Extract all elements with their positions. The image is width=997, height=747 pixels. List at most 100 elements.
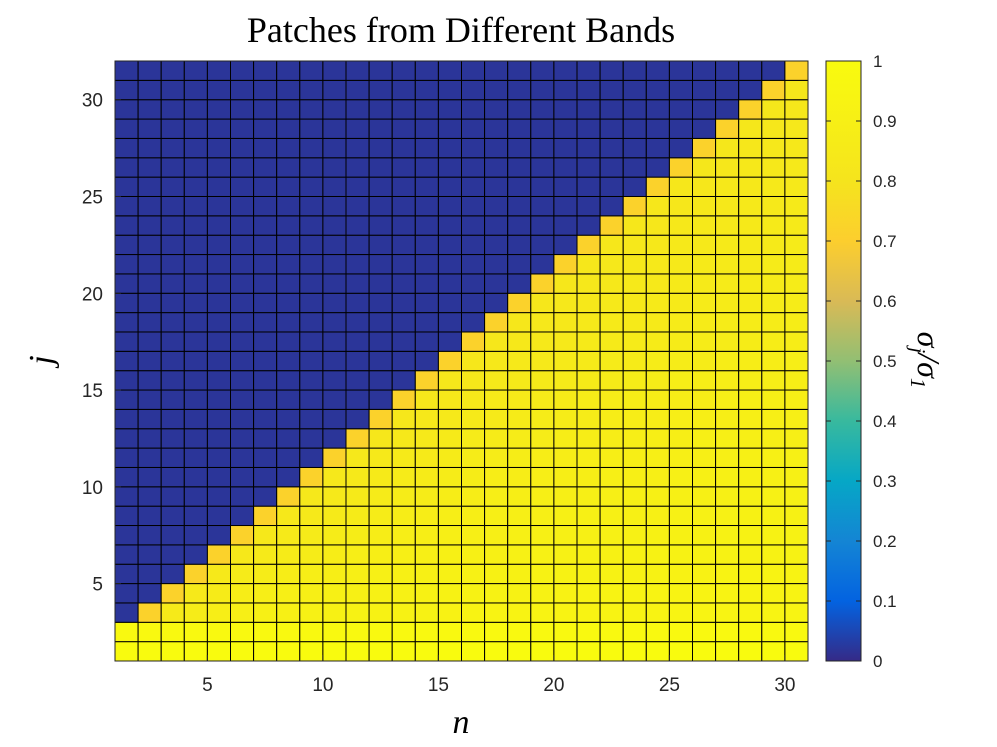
heatmap-cell: [692, 544, 717, 565]
heatmap-cell: [645, 118, 670, 139]
heatmap-cell: [368, 60, 393, 81]
heatmap-cell: [461, 292, 486, 314]
heatmap-cell: [206, 447, 231, 468]
heatmap-cell: [507, 157, 532, 178]
heatmap-cell: [253, 312, 278, 333]
heatmap-cell: [668, 370, 694, 391]
heatmap-cell: [784, 602, 809, 623]
heatmap-cell: [253, 234, 278, 256]
heatmap-cell: [645, 234, 670, 256]
heatmap-cell: [230, 215, 255, 236]
heatmap-cell: [784, 466, 809, 488]
heatmap-cell: [299, 563, 324, 585]
heatmap-cell: [345, 60, 370, 81]
heatmap-cell: [230, 370, 255, 391]
plot-area-frame: [114, 60, 809, 662]
heatmap-cell: [114, 60, 139, 81]
heatmap-cell: [738, 428, 763, 449]
heatmap-cell: [114, 215, 139, 236]
heatmap-cell: [368, 505, 393, 527]
heatmap-cell: [692, 370, 717, 391]
heatmap-cell: [645, 157, 670, 178]
heatmap-cell: [530, 176, 555, 197]
heatmap-cell: [437, 157, 462, 178]
heatmap-cell: [530, 273, 555, 294]
heatmap-cell: [183, 79, 208, 101]
heatmap-cell: [137, 273, 162, 294]
heatmap-cell: [622, 641, 647, 662]
heatmap-cell: [391, 350, 416, 372]
heatmap-cell: [160, 505, 185, 527]
heatmap-cell: [715, 447, 740, 468]
heatmap-cell: [692, 447, 717, 468]
heatmap-cell: [414, 176, 439, 197]
heatmap-cell: [784, 389, 809, 410]
heatmap-cell: [276, 118, 301, 139]
heatmap-cell: [622, 312, 647, 333]
heatmap-cell: [738, 621, 763, 643]
heatmap-cell: [299, 428, 324, 449]
heatmap-cell: [761, 312, 786, 333]
heatmap-cell: [276, 99, 301, 120]
heatmap-cell: [114, 525, 139, 546]
heatmap-cell: [461, 118, 486, 139]
heatmap-cell: [414, 525, 439, 546]
heatmap-cell: [160, 331, 185, 352]
heatmap-cell: [345, 389, 370, 410]
heatmap-cell: [114, 408, 139, 430]
heatmap-cell: [530, 292, 555, 314]
heatmap-cell: [253, 408, 278, 430]
heatmap-cell: [299, 370, 324, 391]
heatmap-cell: [276, 486, 301, 507]
heatmap-cell: [761, 292, 786, 314]
heatmap-cell: [345, 195, 370, 217]
heatmap-cell: [253, 292, 278, 314]
heatmap-cell: [137, 370, 162, 391]
y-axis-label: j: [23, 355, 60, 368]
heatmap-cell: [276, 563, 301, 585]
heatmap-cell: [461, 60, 486, 81]
heatmap-cell: [622, 486, 647, 507]
heatmap-cell: [645, 331, 670, 352]
heatmap-cell: [391, 641, 416, 662]
heatmap-cell: [507, 60, 532, 81]
heatmap-cell: [299, 195, 324, 217]
heatmap-cell: [668, 312, 694, 333]
heatmap-cell: [183, 157, 208, 178]
heatmap-cell: [530, 254, 555, 275]
heatmap-cell: [738, 292, 763, 314]
heatmap-cell: [715, 505, 740, 527]
heatmap-cell: [622, 389, 647, 410]
heatmap-cell: [253, 157, 278, 178]
heatmap-cell: [299, 292, 324, 314]
heatmap-cell: [461, 525, 486, 546]
heatmap-cell: [183, 370, 208, 391]
heatmap-cell: [114, 273, 139, 294]
heatmap-cell: [368, 389, 393, 410]
heatmap-cell: [160, 215, 185, 236]
heatmap-cell: [668, 176, 694, 197]
heatmap-cell: [345, 292, 370, 314]
heatmap-cell: [253, 331, 278, 352]
heatmap-cell: [345, 466, 370, 488]
heatmap-cell: [461, 466, 486, 488]
heatmap-cell: [299, 157, 324, 178]
heatmap-cell: [530, 428, 555, 449]
heatmap-cell: [599, 60, 624, 81]
heatmap-cell: [761, 99, 786, 120]
heatmap-cell: [322, 641, 347, 662]
heatmap-cell: [484, 99, 509, 120]
heatmap-cell: [230, 602, 255, 623]
heatmap-cell: [391, 389, 416, 410]
heatmap-cell: [414, 389, 439, 410]
heatmap-cell: [368, 118, 393, 139]
heatmap-cell: [414, 350, 439, 372]
heatmap-cell: [299, 486, 324, 507]
heatmap-cell: [253, 505, 278, 527]
heatmap-cell: [276, 505, 301, 527]
heatmap-cell: [114, 79, 139, 101]
heatmap-cell: [114, 331, 139, 352]
heatmap-cell: [692, 563, 717, 585]
heatmap-cell: [368, 312, 393, 333]
heatmap-cell: [738, 505, 763, 527]
